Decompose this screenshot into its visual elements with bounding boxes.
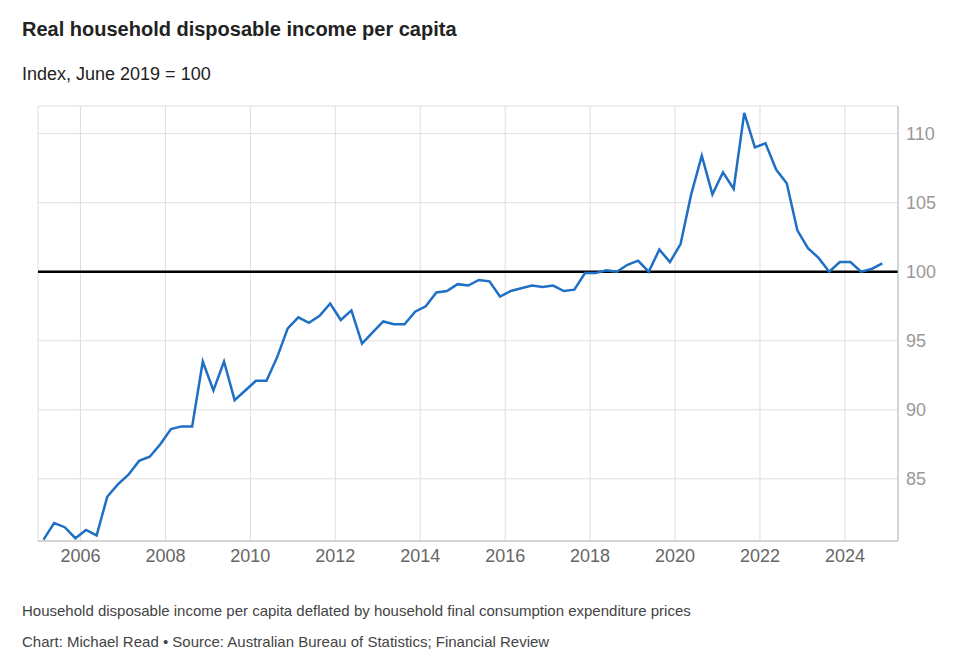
svg-text:2006: 2006 [60,546,100,566]
html-text:Index, June 2019 = 100: Index, June 2019 = 100 [22,64,211,84]
svg-text:105: 105 [906,193,936,213]
svg-text:2010: 2010 [230,546,270,566]
svg-text:110: 110 [906,124,935,144]
svg-text:95: 95 [906,331,926,351]
svg-text:2022: 2022 [740,546,780,566]
svg-text:2012: 2012 [315,546,355,566]
svg-text:90: 90 [906,400,926,420]
svg-text:2020: 2020 [655,546,695,566]
svg-text:85: 85 [906,469,926,489]
html-text:Chart: Michael Read • Source:: Chart: Michael Read • Source: Australian… [22,633,550,650]
svg-text:2024: 2024 [825,546,865,566]
svg-text:100: 100 [906,262,936,282]
html-text:Household disposable income pe: Household disposable income per capita d… [22,602,691,619]
svg-text:2016: 2016 [485,546,525,566]
svg-text:2018: 2018 [570,546,610,566]
svg-text:2014: 2014 [400,546,440,566]
svg-text:2008: 2008 [145,546,185,566]
html-text:Real household disposable inco: Real household disposable income per cap… [22,18,457,40]
